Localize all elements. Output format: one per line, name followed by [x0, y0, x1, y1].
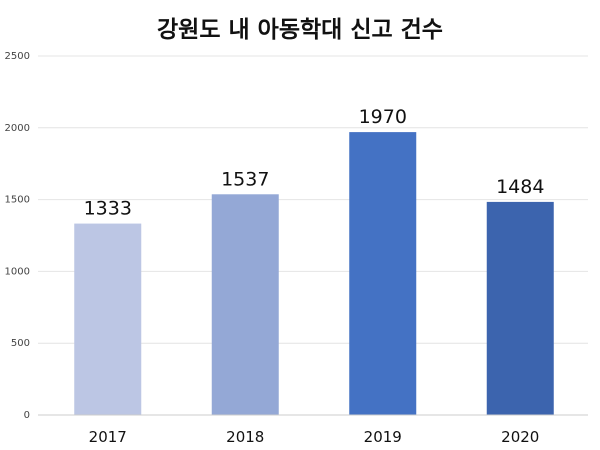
bar-2018	[211, 194, 279, 415]
data-label-2018: 1537	[221, 168, 269, 190]
data-labels: 1333 1537 1970 1484	[84, 106, 545, 219]
x-tick-label-2018: 2018	[226, 428, 264, 446]
x-axis-ticks: 2017 2018 2019 2020	[89, 428, 540, 446]
chart-title: 강원도 내 아동학대 신고 건수	[157, 17, 443, 43]
y-tick-label: 1500	[5, 195, 30, 206]
y-tick-label: 2500	[5, 51, 30, 62]
x-tick-label-2017: 2017	[89, 428, 127, 446]
y-tick-label: 1000	[5, 266, 30, 277]
y-axis-ticks: 0 500 1000 1500 2000 2500	[5, 51, 30, 421]
data-label-2019: 1970	[359, 106, 407, 128]
y-tick-label: 0	[24, 410, 30, 421]
x-tick-label-2020: 2020	[501, 428, 539, 446]
data-label-2017: 1333	[84, 198, 132, 220]
bar-2019	[349, 132, 417, 415]
y-tick-label: 500	[11, 338, 30, 349]
bar-2017	[74, 223, 142, 415]
bars	[74, 132, 554, 415]
y-tick-label: 2000	[5, 123, 30, 134]
bar-2020	[486, 201, 554, 415]
x-tick-label-2019: 2019	[364, 428, 402, 446]
data-label-2020: 1484	[496, 176, 544, 198]
